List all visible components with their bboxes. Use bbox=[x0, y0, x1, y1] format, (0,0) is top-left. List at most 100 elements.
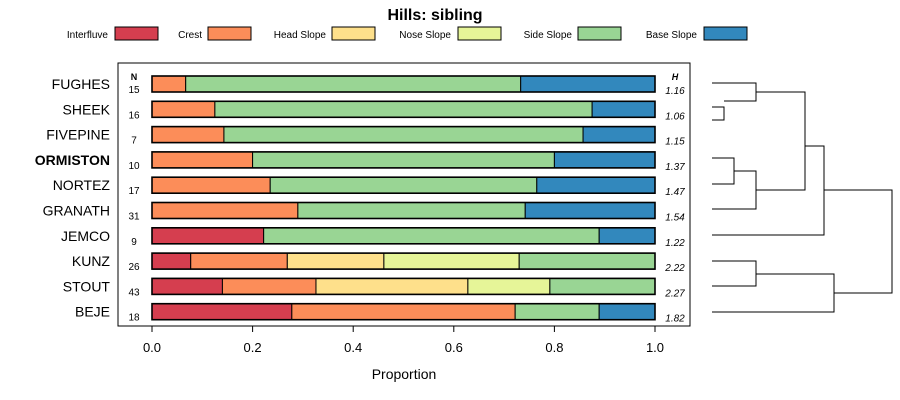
n-count-label: 16 bbox=[128, 110, 140, 121]
h-value-label: 1.47 bbox=[665, 187, 685, 198]
n-count-label: 26 bbox=[128, 262, 140, 273]
x-tick-label: 0.8 bbox=[545, 340, 563, 355]
legend-label: Crest bbox=[178, 30, 202, 41]
row-labels: FUGHES SHEEK FIVEPINE ORMISTON NORTEZ GRANATH… bbox=[35, 76, 111, 320]
h-value-label: 1.54 bbox=[665, 213, 685, 224]
bar-outline bbox=[151, 100, 656, 119]
legend-swatch bbox=[577, 26, 622, 41]
bar-segment bbox=[221, 277, 317, 295]
h-header: H bbox=[672, 72, 679, 82]
bar-segment bbox=[291, 303, 516, 321]
bar-segment bbox=[151, 151, 254, 169]
h-value-label: 1.22 bbox=[665, 238, 685, 249]
bar-segment bbox=[151, 126, 225, 144]
dendrogram-link bbox=[712, 273, 835, 313]
n-labels: 15 16 7 10 17 31 9 26 43 18 bbox=[128, 85, 140, 324]
n-count-label: 17 bbox=[128, 186, 140, 197]
bar-segment bbox=[185, 75, 522, 93]
bar-segment bbox=[582, 126, 656, 144]
row-label: ORMISTON bbox=[35, 152, 110, 168]
bar-outline bbox=[151, 75, 656, 93]
bar-segment bbox=[536, 176, 656, 194]
bar-segment bbox=[518, 252, 656, 270]
bar-segment bbox=[151, 100, 216, 118]
bar-segment bbox=[383, 252, 520, 270]
n-count-label: 18 bbox=[128, 313, 140, 324]
x-axis: 0.0 0.2 0.4 0.6 0.8 1.0 bbox=[143, 326, 664, 355]
legend: Interfluve Crest Head Slope Nose Slope Side … bbox=[67, 26, 748, 41]
bar-segment bbox=[263, 227, 600, 245]
n-header: N bbox=[131, 72, 138, 82]
bar-segment bbox=[214, 100, 593, 118]
legend-label: Interfluve bbox=[67, 30, 109, 41]
h-value-label: 1.15 bbox=[665, 137, 685, 148]
row-label: NORTEZ bbox=[53, 177, 111, 193]
x-tick-label: 0.0 bbox=[143, 340, 161, 355]
bar-segment bbox=[514, 303, 600, 321]
bars bbox=[151, 75, 656, 321]
bar-segment bbox=[598, 227, 656, 245]
legend-label: Head Slope bbox=[274, 30, 327, 41]
bar-outline bbox=[151, 227, 656, 245]
dendrogram bbox=[712, 82, 893, 313]
bar-outline bbox=[151, 302, 656, 321]
row-label: FIVEPINE bbox=[46, 127, 110, 143]
bar-segment bbox=[151, 303, 293, 321]
bar-segment bbox=[467, 277, 551, 295]
row-label: JEMCO bbox=[61, 228, 110, 244]
h-value-label: 1.82 bbox=[665, 314, 685, 325]
legend-label: Nose Slope bbox=[399, 30, 451, 41]
row-label: KUNZ bbox=[72, 253, 111, 269]
bar-segment bbox=[223, 126, 584, 144]
x-axis-title: Proportion bbox=[372, 366, 437, 382]
bar-segment bbox=[549, 277, 656, 295]
dendrogram-link bbox=[756, 91, 806, 191]
legend-swatch bbox=[207, 26, 252, 41]
h-value-label: 2.22 bbox=[664, 263, 685, 274]
h-value-label: 1.16 bbox=[665, 86, 685, 97]
x-tick-label: 0.2 bbox=[244, 340, 262, 355]
bar-segment bbox=[269, 176, 538, 194]
bar-segment bbox=[151, 202, 299, 219]
row-label: BEJE bbox=[75, 304, 110, 320]
chart-title: Hills: sibling bbox=[387, 7, 482, 24]
legend-swatch bbox=[703, 26, 748, 41]
bar-outline bbox=[151, 201, 656, 220]
bar-segment bbox=[151, 227, 265, 245]
bar-segment bbox=[598, 303, 656, 321]
legend-label: Base Slope bbox=[646, 30, 698, 41]
x-tick-label: 0.4 bbox=[344, 340, 362, 355]
bar-segment bbox=[151, 277, 223, 295]
n-count-label: 9 bbox=[131, 237, 137, 248]
bar-segment bbox=[315, 277, 469, 295]
bar-segment bbox=[524, 202, 656, 219]
bar-segment bbox=[252, 151, 555, 169]
n-count-label: 15 bbox=[128, 85, 140, 96]
legend-swatch bbox=[457, 26, 502, 41]
bar-segment bbox=[591, 100, 656, 118]
n-count-label: 43 bbox=[128, 287, 140, 298]
dendrogram-link bbox=[824, 189, 893, 294]
bar-segment bbox=[520, 75, 656, 93]
legend-swatch bbox=[331, 26, 376, 41]
row-label: GRANATH bbox=[43, 203, 110, 219]
plot-frame bbox=[117, 62, 691, 327]
bar-segment bbox=[297, 202, 526, 219]
dendrogram-link bbox=[712, 157, 735, 185]
bar-segment bbox=[286, 252, 385, 270]
bar-segment bbox=[151, 75, 187, 93]
h-value-label: 2.27 bbox=[664, 288, 685, 299]
bar-segment bbox=[151, 252, 192, 270]
n-count-label: 7 bbox=[131, 136, 137, 147]
bar-outline bbox=[151, 151, 656, 169]
dendrogram-link bbox=[712, 106, 725, 121]
row-label: FUGHES bbox=[52, 76, 110, 92]
bar-outline bbox=[151, 176, 656, 194]
row-label: STOUT bbox=[63, 278, 111, 294]
n-count-label: 10 bbox=[128, 161, 140, 172]
bar-segment bbox=[151, 176, 271, 194]
bar-segment bbox=[190, 252, 288, 270]
bar-outline bbox=[151, 277, 656, 296]
x-tick-label: 0.6 bbox=[445, 340, 463, 355]
